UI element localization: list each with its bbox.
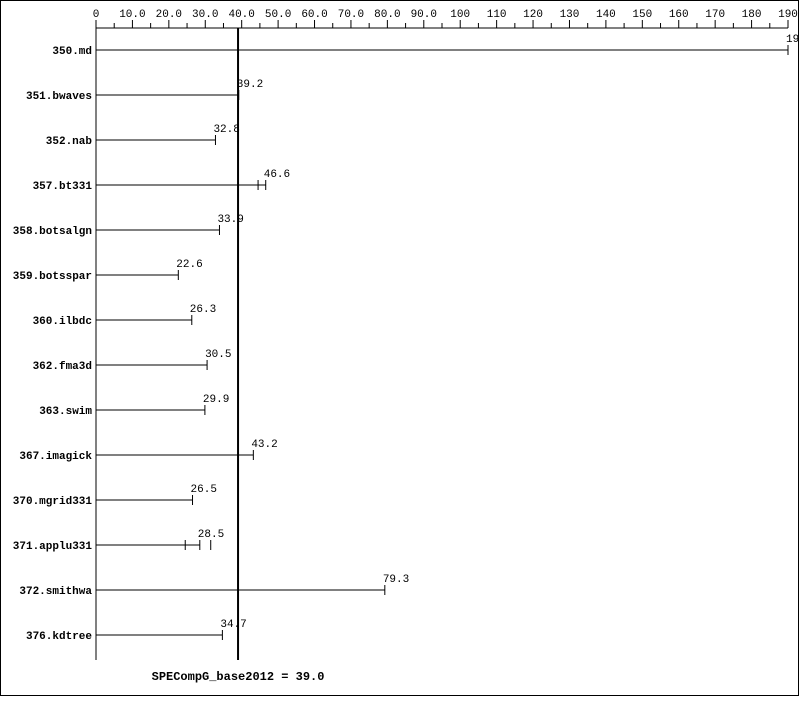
chart-border: [1, 1, 799, 696]
benchmark-label: 359.botsspar: [13, 271, 92, 283]
benchmark-label: 370.mgrid331: [13, 496, 93, 508]
benchmark-row: 360.ilbdc 26.3: [33, 304, 217, 328]
benchmark-row: 363.swim 29.9: [39, 394, 229, 418]
x-axis-tick-label: 150: [632, 9, 652, 21]
benchmark-label: 352.nab: [46, 136, 93, 148]
benchmark-row: 350.md 190: [52, 34, 799, 58]
x-axis-tick-label: 50.0: [265, 9, 291, 21]
benchmark-label: 357.bt331: [33, 181, 93, 193]
x-axis-tick-label: 160: [669, 9, 689, 21]
benchmark-label: 351.bwaves: [26, 91, 92, 103]
benchmark-row: 358.botsalgn 33.9: [13, 214, 244, 238]
x-axis-tick-label: 130: [560, 9, 580, 21]
x-axis-tick-label: 120: [523, 9, 543, 21]
benchmark-value-label: 26.5: [191, 484, 217, 496]
benchmark-row: 376.kdtree 34.7: [26, 619, 247, 643]
x-axis-tick-label: 140: [596, 9, 616, 21]
benchmark-value-label: 43.2: [251, 439, 277, 451]
benchmark-row: 371.applu331 28.5: [13, 529, 224, 553]
benchmark-label: 350.md: [52, 46, 92, 58]
x-axis-tick-label: 190: [778, 9, 798, 21]
x-axis-tick-label: 90.0: [411, 9, 437, 21]
x-axis-tick-label: 20.0: [156, 9, 182, 21]
x-axis-tick-label: 10.0: [119, 9, 145, 21]
benchmark-row: 352.nab 32.8: [46, 124, 240, 148]
benchmark-value-label: 79.3: [383, 574, 409, 586]
benchmark-label: 362.fma3d: [33, 361, 92, 373]
x-axis-tick-label: 0: [93, 9, 100, 21]
x-axis-tick-label: 30.0: [192, 9, 218, 21]
chart-footer: SPECompG_base2012 = 39.0: [152, 670, 325, 684]
benchmark-label: 358.botsalgn: [13, 226, 92, 238]
benchmark-label: 371.applu331: [13, 541, 93, 553]
benchmark-value-label: 29.9: [203, 394, 229, 406]
x-axis-tick-label: 70.0: [338, 9, 364, 21]
spec-chart: 0 10.0 20.0 30.0 40.0 50.0 60.0 70.0 80.0 90.0 100…: [0, 0, 799, 696]
x-axis-tick-label: 110: [487, 9, 507, 21]
x-axis-tick-label: 100: [450, 9, 470, 21]
benchmark-label: 360.ilbdc: [33, 316, 92, 328]
benchmark-value-label: 22.6: [176, 259, 202, 271]
chart-svg: 0 10.0 20.0 30.0 40.0 50.0 60.0 70.0 80.0 90.0 100…: [0, 0, 799, 696]
benchmark-row: 362.fma3d 30.5: [33, 349, 232, 373]
x-axis-tick-label: 80.0: [374, 9, 400, 21]
benchmark-value-label: 190: [786, 34, 799, 46]
x-axis-tick-label: 40.0: [228, 9, 254, 21]
benchmark-label: 376.kdtree: [26, 631, 92, 643]
benchmark-row: 351.bwaves 39.2: [26, 79, 263, 103]
benchmark-label: 372.smithwa: [19, 586, 92, 598]
benchmark-value-label: 33.9: [217, 214, 243, 226]
x-axis-tick-label: 170: [705, 9, 725, 21]
benchmark-row: 370.mgrid331 26.5: [13, 484, 217, 508]
x-axis-tick-label: 180: [742, 9, 762, 21]
benchmark-value-label: 39.2: [237, 79, 263, 91]
benchmark-value-label: 28.5: [198, 529, 224, 541]
benchmark-value-label: 26.3: [190, 304, 216, 316]
benchmark-value-label: 30.5: [205, 349, 231, 361]
benchmark-value-label: 34.7: [220, 619, 246, 631]
benchmark-value-label: 32.8: [213, 124, 239, 136]
benchmark-label: 363.swim: [39, 406, 92, 418]
x-axis-tick-label: 60.0: [301, 9, 327, 21]
benchmark-row: 372.smithwa 79.3: [19, 574, 409, 598]
benchmark-value-label: 46.6: [264, 169, 290, 181]
benchmark-label: 367.imagick: [19, 451, 92, 463]
benchmark-row: 357.bt331 46.6: [33, 169, 291, 193]
benchmark-row: 359.botsspar 22.6: [13, 259, 203, 283]
